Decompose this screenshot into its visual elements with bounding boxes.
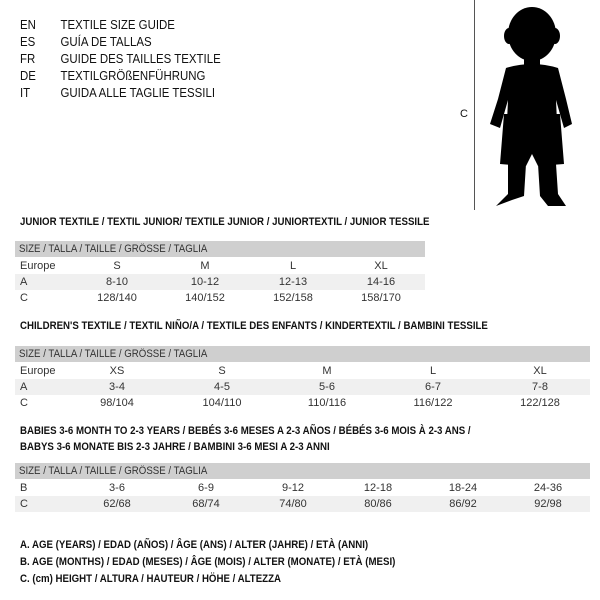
legend-b: B. AGE (MONTHS) / EDAD (MESES) / ÂGE (MO…: [20, 556, 396, 568]
table-row: B 3-6 6-9 9-12 12-18 18-24 24-36: [20, 482, 563, 494]
babies-title-line1: BABIES 3-6 MONTH TO 2-3 YEARS / BEBÉS 3-…: [20, 425, 471, 437]
table-header: SIZE / TALLA / TAILLE / GRÖSSE / TAGLIA: [15, 346, 590, 362]
height-label: C: [460, 108, 468, 120]
table-row: C 62/68 68/74 74/80 80/86 86/92 92/98: [15, 496, 590, 512]
babies-title-line2: BABYS 3-6 MONATE BIS 2-3 JAHRE / BAMBINI…: [20, 441, 330, 453]
table-header: SIZE / TALLA / TAILLE / GRÖSSE / TAGLIA: [15, 463, 590, 479]
lang-es: ES GUÍA DE TALLAS: [20, 34, 152, 49]
lang-fr: FR GUIDE DES TAILLES TEXTILE: [20, 51, 221, 66]
lang-de: DE TEXTILGRÖßENFÜHRUNG: [20, 68, 206, 83]
table-row: C 128/140 140/152 152/158 158/170: [20, 292, 401, 304]
child-silhouette-icon: [490, 7, 572, 206]
children-title: CHILDREN'S TEXTILE / TEXTIL NIÑO/A / TEX…: [20, 320, 488, 332]
table-row: A 3-4 4-5 5-6 6-7 7-8: [15, 379, 590, 395]
babies-size-table: SIZE / TALLA / TAILLE / GRÖSSE / TAGLIA …: [15, 463, 590, 512]
language-titles: EN TEXTILE SIZE GUIDE ES GUÍA DE TALLAS FR…: [20, 16, 221, 101]
height-line: [474, 0, 475, 210]
legend-c: C. (cm) HEIGHT / ALTURA / HAUTEUR / HÖHE…: [20, 573, 282, 585]
lang-en: EN TEXTILE SIZE GUIDE: [20, 17, 175, 32]
table-row: Europe S M L XL: [20, 260, 388, 272]
junior-title: JUNIOR TEXTILE / TEXTIL JUNIOR/ TEXTILE …: [20, 216, 430, 228]
table-header: SIZE / TALLA / TAILLE / GRÖSSE / TAGLIA: [15, 241, 425, 257]
legend: A. AGE (YEARS) / EDAD (AÑOS) / ÂGE (ANS)…: [20, 537, 395, 588]
table-row: A 8-10 10-12 12-13 14-16: [15, 274, 425, 290]
legend-a: A. AGE (YEARS) / EDAD (AÑOS) / ÂGE (ANS)…: [20, 539, 369, 551]
junior-size-table: SIZE / TALLA / TAILLE / GRÖSSE / TAGLIA …: [15, 241, 425, 306]
lang-it: IT GUIDA ALLE TAGLIE TESSILI: [20, 85, 216, 100]
children-size-table: SIZE / TALLA / TAILLE / GRÖSSE / TAGLIA …: [15, 346, 590, 411]
table-row: C 98/104 104/110 110/116 116/122 122/128: [20, 397, 560, 409]
table-row: Europe XS S M L XL: [20, 365, 547, 377]
